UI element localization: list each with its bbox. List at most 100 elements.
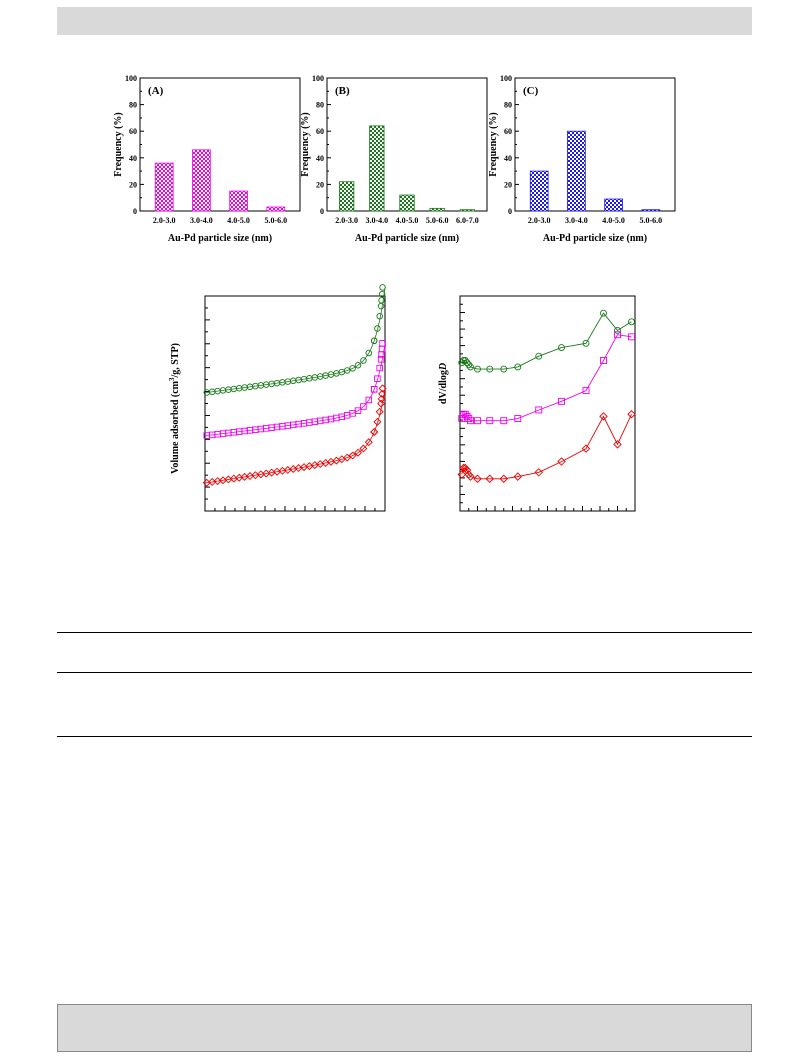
- x-tick-label: 3.0-4.0: [565, 216, 588, 225]
- y-tick-label: 20: [504, 180, 512, 189]
- data-point: [499, 474, 508, 483]
- data-point: [582, 387, 590, 395]
- y-tick-label: 0: [508, 207, 512, 216]
- data-point: [379, 284, 386, 291]
- bar: [266, 206, 286, 212]
- data-point: [558, 397, 565, 405]
- data-point: [486, 417, 494, 425]
- data-point: [463, 412, 471, 420]
- bar: [429, 207, 445, 212]
- data-point: [500, 417, 508, 425]
- data-point: [614, 326, 621, 334]
- bar: [369, 125, 385, 212]
- bar: [529, 170, 549, 212]
- y-tick-label: 80: [316, 101, 324, 110]
- data-point: [370, 337, 378, 345]
- x-tick-label: 6.0-7.0: [456, 216, 479, 225]
- bar: [604, 198, 623, 212]
- x-tick-label: 5.0-6.0: [639, 216, 662, 225]
- data-point: [514, 415, 522, 423]
- data-point: [465, 361, 473, 369]
- data-point: [461, 357, 469, 364]
- y-tick-label: 60: [316, 127, 324, 136]
- data-point: [628, 333, 635, 341]
- y-tick-label: 100: [312, 74, 324, 83]
- data-point: [581, 444, 591, 453]
- data-point: [377, 302, 385, 310]
- data-point: [474, 365, 481, 373]
- y-axis-label: Frequency (%): [113, 112, 124, 177]
- bar: [459, 209, 476, 212]
- data-point: [370, 386, 378, 393]
- data-point: [473, 474, 482, 483]
- data-point: [458, 359, 466, 367]
- table-header-rule: [57, 672, 752, 673]
- y-tick-label: 0: [320, 207, 324, 216]
- data-point: [535, 406, 543, 414]
- data-point: [370, 427, 379, 436]
- histogram-b: 0 20 40 60 80 100 2.0-3.0 3.0-4.0 4.0-5.0 5.0-6.0…: [300, 74, 488, 244]
- data-point: [377, 399, 386, 408]
- data-point: [466, 472, 475, 481]
- data-point: [459, 463, 468, 473]
- data-point: [465, 415, 473, 423]
- bar: [229, 190, 248, 212]
- bar: [154, 162, 174, 212]
- data-point: [558, 344, 565, 352]
- data-point: [613, 440, 622, 449]
- y-tick-label: 60: [129, 127, 137, 136]
- data-point: [364, 438, 373, 447]
- x-tick-label: 3.0-4.0: [365, 216, 388, 225]
- x-axis-label: Au-Pd particle size (nm): [355, 233, 459, 244]
- x-axis-label: Au-Pd particle size (nm): [543, 233, 647, 244]
- y-tick-label: 100: [125, 74, 137, 83]
- bar: [192, 149, 211, 212]
- data-point: [375, 407, 384, 416]
- data-point: [377, 356, 385, 363]
- pore-distribution-chart: dV/dlogD: [438, 295, 636, 512]
- data-point: [599, 412, 608, 421]
- y-axis-label: Volume adsorbed (cm3/g, STP): [168, 343, 181, 474]
- y-tick-label: 80: [504, 101, 512, 110]
- data-point: [377, 394, 386, 403]
- data-point: [485, 474, 494, 483]
- data-point: [354, 448, 362, 457]
- data-point: [600, 309, 607, 317]
- y-tick-label: 20: [129, 180, 137, 189]
- data-point: [379, 340, 386, 347]
- data-point: [360, 403, 367, 410]
- y-tick-label: 100: [500, 74, 512, 83]
- y-axis-label: dV/dlogD: [438, 363, 449, 404]
- data-point: [582, 339, 590, 347]
- data-point: [343, 453, 352, 462]
- bar: [567, 130, 586, 212]
- x-axis-label: Au-Pd particle size (nm): [168, 233, 272, 244]
- data-point: [467, 363, 474, 371]
- data-point: [534, 468, 543, 477]
- panel-label: (A): [148, 85, 164, 97]
- data-point: [378, 297, 385, 304]
- data-point: [360, 357, 367, 364]
- page-header-bar: [57, 7, 752, 35]
- x-tick-label: 2.0-3.0: [335, 216, 358, 225]
- data-point: [354, 361, 362, 369]
- data-point: [365, 349, 373, 357]
- y-tick-label: 0: [133, 207, 137, 216]
- data-point: [373, 417, 382, 426]
- x-tick-label: 4.0-5.0: [227, 216, 250, 225]
- data-point: [462, 465, 472, 475]
- x-tick-label: 2.0-3.0: [153, 216, 176, 225]
- data-point: [354, 407, 362, 414]
- data-point: [463, 359, 471, 367]
- data-point: [378, 384, 387, 393]
- y-axis-label: Frequency (%): [488, 112, 499, 177]
- table-top-rule: [57, 632, 752, 633]
- data-point: [378, 290, 386, 298]
- data-point: [376, 364, 383, 372]
- y-tick-label: 20: [316, 180, 324, 189]
- data-point: [600, 357, 607, 364]
- bar: [641, 209, 661, 212]
- data-point: [474, 417, 481, 425]
- data-point: [461, 410, 469, 418]
- x-tick-label: 4.0-5.0: [396, 216, 419, 225]
